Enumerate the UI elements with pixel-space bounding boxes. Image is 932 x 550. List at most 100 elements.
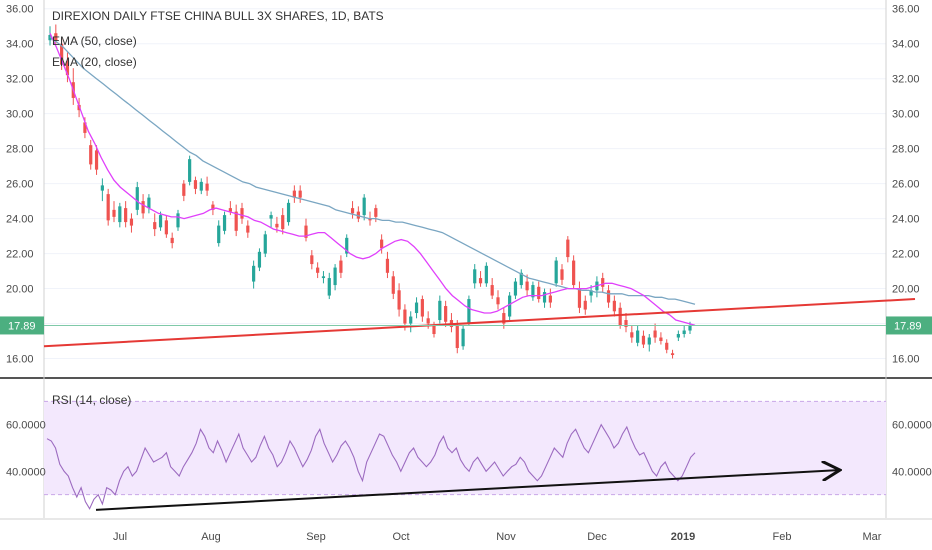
y-tick-label-left: 26.00 [6,179,34,191]
candle-body [589,290,593,296]
rsi-tick-label-left: 40.0000 [6,466,46,478]
price-pane [44,0,886,376]
candle-body [478,278,483,284]
candle-body [391,276,395,294]
y-tick-label-right: 26.00 [892,179,920,191]
candle-body [112,209,116,217]
candle-body [583,300,587,310]
candle-body [647,337,651,345]
candle-body [100,185,104,191]
candle-body [636,330,640,343]
last-price-label-right: 17.89 [894,320,922,332]
candle-body [490,285,494,296]
x-tick-label: Dec [587,531,607,543]
candle-body [54,33,58,41]
x-tick-label: Aug [201,531,221,543]
y-tick-label-left: 22.00 [6,249,34,261]
x-tick-label: Nov [496,531,516,543]
candle-body [205,183,209,191]
candle-body [537,286,541,300]
candle-body [350,208,355,214]
candle-body [531,285,535,298]
candle-body [653,330,657,338]
candle-body [106,194,110,221]
price-trendline[interactable] [43,298,916,348]
candle-body [48,34,52,41]
candle-body [182,183,186,196]
candle-body [222,215,227,231]
candle-body [554,260,558,284]
candle-body [380,239,384,249]
candle-body [374,208,378,217]
y-tick-label-right: 28.00 [892,144,920,156]
candle-body [601,278,605,287]
candle-body [281,215,285,230]
rsi-line [46,423,696,510]
rsi-trendline-arrow[interactable] [95,470,838,511]
last-price-label-left: 17.89 [8,320,36,332]
candle-body [286,202,291,223]
candle-body [438,300,442,321]
candle-body [368,218,372,221]
candle-body [333,267,337,286]
candle-body [60,43,64,65]
candle-body [89,145,93,165]
candle-body [240,208,244,219]
candle-body [426,318,430,324]
candle-body [403,309,407,324]
candle-body [298,190,302,198]
candle-body [496,297,500,305]
candle-body [170,237,174,244]
candle-body [682,330,686,335]
candle-body [304,225,308,238]
candle-body [577,288,582,308]
y-tick-label-right: 16.00 [892,354,920,366]
candle-body [606,290,611,303]
candle-body [124,208,128,223]
candle-body [624,320,628,328]
legend-ema50: EMA (50, close) [52,34,137,48]
candle-body [513,281,518,296]
candle-body [467,299,471,324]
candle-body [519,272,523,286]
candle-body [566,239,570,258]
candle-body [473,269,477,284]
candle-body [193,180,198,189]
last-price-badge-left [0,316,44,335]
candle-body [688,325,692,331]
candle-body [345,237,349,254]
candle-body [676,334,680,338]
candle-body [409,316,413,324]
candle-body [508,295,512,317]
x-tick-label: Oct [392,531,409,543]
candle-body [228,208,232,212]
candle-body [670,353,675,356]
x-tick-label: Jul [113,531,127,543]
candle-body [246,225,250,233]
candle-body [339,260,343,273]
candle-body [542,292,547,303]
candle-body [129,218,134,226]
candle-body [484,265,488,284]
candle-body [316,267,320,273]
candle-body [420,299,424,317]
candle-body [310,255,314,265]
rsi-tick-label-right: 40.0000 [892,466,932,478]
candle-body [461,328,465,347]
candle-body [135,187,139,210]
candle-body [158,215,163,228]
legend-ema20: EMA (20, close) [52,55,137,69]
candle-body [572,260,576,286]
y-tick-label-right: 34.00 [892,39,920,51]
x-tick-label: 2019 [671,531,695,543]
candle-body [65,61,70,76]
y-tick-label-right: 22.00 [892,249,920,261]
y-tick-label-left: 24.00 [6,214,34,226]
candle-body [164,220,168,235]
candle-body [147,197,151,209]
candle-body [414,302,419,314]
y-tick-label-left: 32.00 [6,74,34,86]
candle-body [327,278,331,296]
ema50-line [49,36,696,305]
